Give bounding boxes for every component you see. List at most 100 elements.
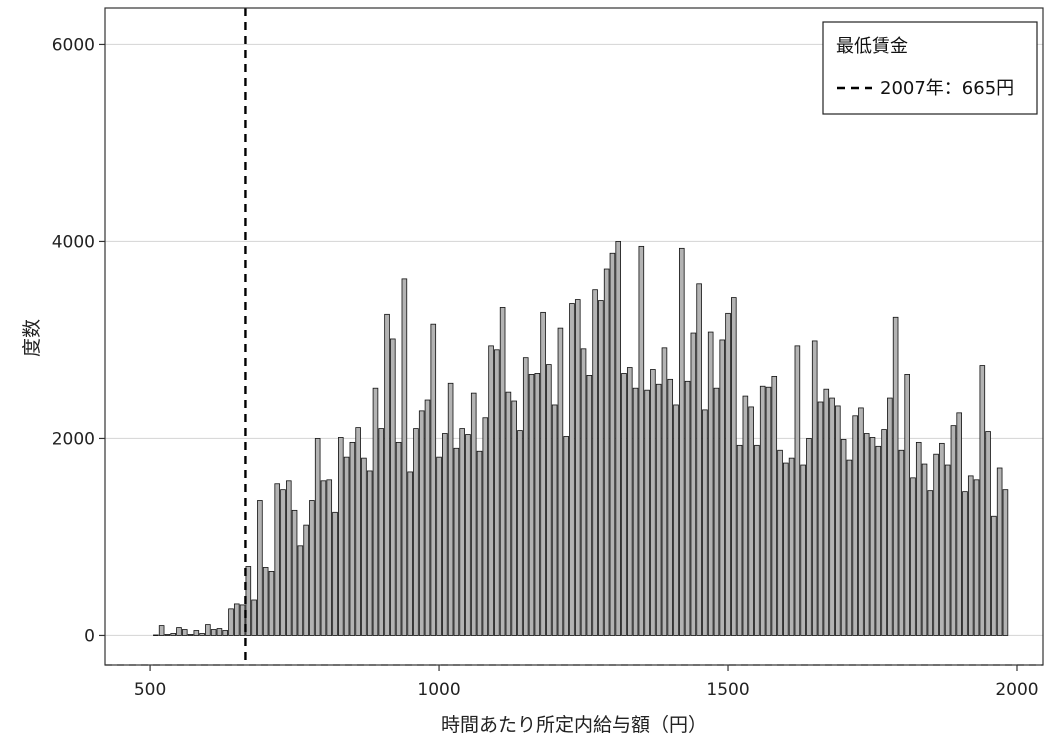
histogram-bar <box>465 434 471 636</box>
histogram-bar <box>638 245 645 636</box>
histogram-bar <box>476 450 483 636</box>
y-axis-title: 度数 <box>21 319 43 357</box>
histogram-bar <box>707 331 714 636</box>
histogram-bar <box>262 567 269 636</box>
histogram-bar <box>956 412 962 636</box>
histogram-bar <box>193 630 200 636</box>
histogram-bar <box>447 382 454 636</box>
histogram-bar <box>933 453 939 636</box>
histogram-bar <box>459 428 465 636</box>
histogram-bar <box>626 367 633 636</box>
histogram-bar <box>372 387 379 636</box>
y-tick-label: 0 <box>84 626 95 646</box>
histogram-bar <box>228 608 234 636</box>
histogram-bar <box>332 511 338 636</box>
histogram-bar <box>488 345 494 636</box>
histogram-bar <box>528 374 535 636</box>
histogram-bar <box>349 441 356 636</box>
histogram-bar <box>378 428 385 636</box>
histogram-bar <box>811 340 818 636</box>
histogram-bar <box>199 633 205 636</box>
y-tick-label: 2000 <box>52 429 95 449</box>
histogram-bar <box>586 375 593 636</box>
histogram-bar <box>979 365 986 636</box>
histogram-bar <box>944 464 951 636</box>
histogram-bar <box>274 483 281 636</box>
histogram-bar <box>881 429 887 636</box>
histogram-bar <box>667 378 674 636</box>
histogram-bar <box>748 406 754 636</box>
histogram-bar <box>338 437 344 636</box>
histogram-bar <box>927 490 934 636</box>
histogram-bar <box>615 241 622 636</box>
histogram-bar <box>777 449 783 636</box>
histogram-bar <box>823 388 830 636</box>
histogram-bar <box>852 415 858 636</box>
y-tick-label: 4000 <box>52 232 95 252</box>
histogram-bar <box>343 456 350 636</box>
histogram-bar <box>303 524 309 636</box>
histogram-bar <box>424 399 431 636</box>
legend: 最低賃金 2007年：665円 <box>822 21 1038 115</box>
x-axis-title: 時間あたり所定内給与額（円） <box>441 714 707 736</box>
histogram-bar <box>655 383 662 636</box>
histogram-bar <box>470 392 477 636</box>
histogram-bar <box>257 500 263 636</box>
histogram-bar <box>268 571 275 636</box>
histogram-bar <box>517 430 523 636</box>
histogram-bar <box>436 456 442 636</box>
histogram-bar <box>390 338 396 636</box>
histogram-bar <box>239 604 246 636</box>
histogram-bar <box>719 339 726 636</box>
histogram-bar <box>742 395 749 636</box>
histogram-bar <box>205 624 211 636</box>
histogram-bar <box>985 431 991 636</box>
histogram-bar <box>863 433 870 636</box>
histogram-bar <box>280 489 286 636</box>
histogram-bar <box>557 327 564 636</box>
histogram-bar <box>522 357 529 636</box>
histogram-bar <box>569 303 575 636</box>
histogram-bar <box>898 449 905 636</box>
histogram-bar <box>210 629 217 636</box>
histogram-bar <box>453 447 460 636</box>
histogram-bar <box>806 438 812 636</box>
histogram-bar <box>534 373 541 636</box>
histogram-bar <box>598 300 604 636</box>
histogram-bar <box>164 634 171 636</box>
histogram-bar <box>291 509 298 636</box>
histogram-bar <box>829 397 835 636</box>
histogram-bar <box>788 457 795 636</box>
histogram-bar <box>800 464 806 636</box>
histogram-bar <box>759 385 766 636</box>
histogram-bar <box>840 439 847 636</box>
histogram-bar <box>546 364 552 636</box>
histogram-bar <box>875 445 882 636</box>
histogram-bar <box>678 247 685 636</box>
histogram-bar <box>673 404 679 636</box>
histogram-bar <box>442 433 448 636</box>
histogram-bar <box>690 332 697 636</box>
x-tick-label: 1500 <box>706 680 749 700</box>
plot-border <box>104 7 1044 666</box>
histogram-bar <box>418 410 425 636</box>
histogram-bar <box>794 345 801 636</box>
histogram-bar <box>320 480 327 636</box>
histogram-bar <box>314 438 321 636</box>
histogram-bar <box>245 566 252 636</box>
histogram-bar <box>361 457 367 636</box>
histogram-bar <box>176 627 182 636</box>
histogram-bar <box>603 268 610 636</box>
histogram-bar <box>413 428 419 636</box>
histogram-bar <box>835 405 841 636</box>
histogram-bar <box>962 491 968 636</box>
histogram-bar <box>430 323 437 636</box>
histogram-bar <box>967 475 974 636</box>
x-tick-label: 500 <box>134 680 166 700</box>
histogram-bar <box>592 289 598 636</box>
histogram-bar <box>395 441 402 636</box>
histogram-bar <box>754 444 760 636</box>
histogram-bar <box>574 299 581 636</box>
histogram-bar <box>817 401 824 636</box>
histogram-bar <box>702 409 708 636</box>
